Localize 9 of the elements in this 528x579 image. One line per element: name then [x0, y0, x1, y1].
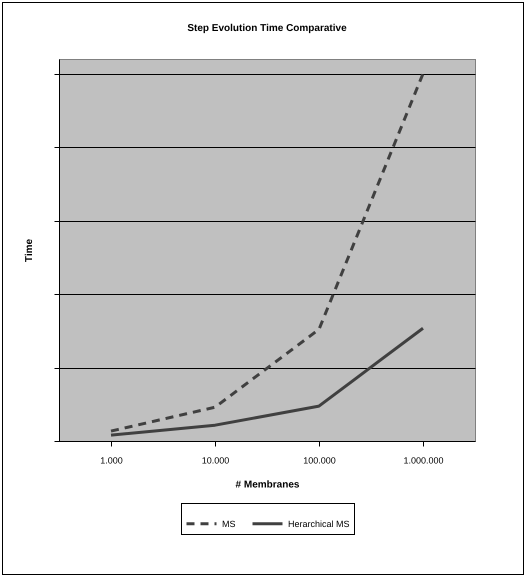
legend-label: MS — [222, 518, 236, 529]
x-tick-label: 100.000 — [303, 456, 336, 466]
y-axis-title: Time — [24, 238, 35, 262]
chart-title: Step Evolution Time Comparative — [187, 23, 348, 34]
x-tick-label: 1.000 — [100, 456, 123, 466]
legend-label: Herarchical MS — [288, 518, 350, 529]
x-tick-label: 10.000 — [202, 456, 230, 466]
x-tick-label: 1.000.000 — [403, 456, 444, 466]
x-axis-title: # Membranes — [236, 480, 300, 490]
